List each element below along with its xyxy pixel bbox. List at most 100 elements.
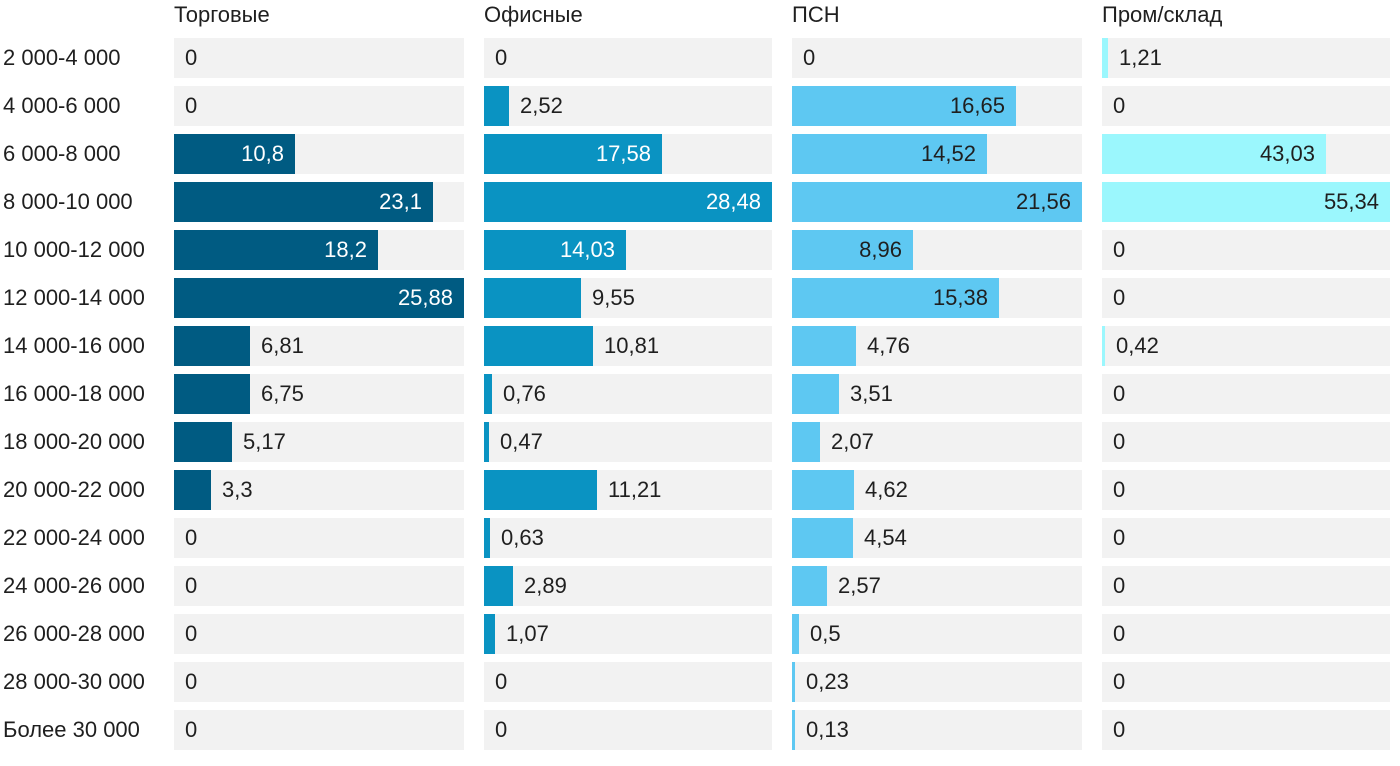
data-label: 10,8 [241, 141, 284, 166]
data-label: 15,38 [932, 285, 988, 310]
bar-track: 6,75 [174, 374, 464, 414]
row-label: 8 000-10 000 [3, 189, 133, 214]
data-label: 0,63 [501, 525, 544, 550]
data-label: 0 [495, 669, 508, 694]
data-label: 0,13 [806, 717, 849, 742]
row-label: 10 000-12 000 [3, 237, 145, 262]
data-label: 6,75 [261, 381, 304, 406]
data-label: 2,07 [831, 429, 874, 454]
bar-track: 14,52 [792, 134, 1082, 174]
bar-track: 0 [1102, 710, 1390, 750]
bar-track: 0 [1102, 278, 1390, 318]
bar [484, 566, 513, 606]
bar [484, 614, 495, 654]
data-label: 0 [185, 93, 198, 118]
data-label: 14,03 [559, 237, 615, 262]
data-label: 0 [495, 45, 508, 70]
row-label: 26 000-28 000 [3, 621, 145, 646]
data-label: 16,65 [949, 93, 1005, 118]
bar-track: 0 [1102, 374, 1390, 414]
data-label: 0 [1113, 237, 1126, 262]
data-label: 6,81 [261, 333, 304, 358]
bar-track: 1,07 [484, 614, 772, 654]
bar [484, 278, 581, 318]
bar [792, 566, 827, 606]
bar [1102, 182, 1390, 222]
data-label: 0 [1113, 621, 1126, 646]
data-label: 0 [185, 621, 198, 646]
bar-track: 0,42 [1102, 326, 1390, 366]
row-label: 16 000-18 000 [3, 381, 145, 406]
bar [792, 278, 999, 318]
bar-track: 0 [484, 38, 772, 78]
bar-track: 14,03 [484, 230, 772, 270]
data-label: 0,76 [503, 381, 546, 406]
bar-track: 18,2 [174, 230, 464, 270]
bar [792, 470, 854, 510]
bar-track: 6,81 [174, 326, 464, 366]
bar [174, 374, 250, 414]
bar-track: 4,54 [792, 518, 1082, 558]
data-label: 0 [185, 525, 198, 550]
data-label: 2,89 [524, 573, 567, 598]
data-label: 11,21 [608, 477, 662, 502]
bar [1102, 326, 1105, 366]
data-label: 0 [1113, 525, 1126, 550]
bar-track: 0 [484, 710, 772, 750]
bar-track: 0 [1102, 566, 1390, 606]
bar-track: 0 [1102, 470, 1390, 510]
bar-track: 0 [1102, 662, 1390, 702]
data-label: 18,2 [324, 237, 367, 262]
bar [792, 374, 839, 414]
bar-track: 0,5 [792, 614, 1082, 654]
bar-track: 4,62 [792, 470, 1082, 510]
data-label: 2,52 [520, 93, 563, 118]
bar-track: 0 [174, 614, 464, 654]
bar [484, 422, 489, 462]
data-label: 9,55 [592, 285, 635, 310]
bar [174, 230, 378, 270]
bar [484, 470, 597, 510]
bar-track: 10,81 [484, 326, 772, 366]
data-label: 0 [1113, 573, 1126, 598]
data-label: 2,57 [838, 573, 881, 598]
bar [792, 182, 1082, 222]
row-label: Более 30 000 [3, 717, 140, 742]
bar-track: 0,76 [484, 374, 772, 414]
data-label: 0 [185, 573, 198, 598]
series-title: Офисные [484, 2, 583, 27]
bar-track: 16,65 [792, 86, 1082, 126]
bar-track: 0 [1102, 230, 1390, 270]
data-label: 28,48 [705, 189, 761, 214]
bar-track: 2,57 [792, 566, 1082, 606]
data-label: 17,58 [595, 141, 651, 166]
bar [1102, 38, 1108, 78]
bar-track: 11,21 [484, 470, 772, 510]
data-label: 3,3 [222, 477, 253, 502]
bar-track: 0 [174, 566, 464, 606]
data-label: 21,56 [1015, 189, 1071, 214]
bar [792, 422, 820, 462]
bar-track: 5,17 [174, 422, 464, 462]
row-label: 20 000-22 000 [3, 477, 145, 502]
data-label: 0 [495, 717, 508, 742]
data-label: 1,21 [1119, 45, 1162, 70]
bar [484, 134, 662, 174]
data-label: 5,17 [243, 429, 286, 454]
bar-track: 0 [174, 86, 464, 126]
bar-track: 43,03 [1102, 134, 1390, 174]
bar [792, 518, 853, 558]
bar [792, 134, 987, 174]
row-label: 4 000-6 000 [3, 93, 121, 118]
bar-track: 21,56 [792, 182, 1082, 222]
data-label: 0 [1113, 477, 1126, 502]
data-label: 0 [1113, 429, 1126, 454]
row-label: 22 000-24 000 [3, 525, 145, 550]
bar [484, 230, 626, 270]
bar-track: 2,89 [484, 566, 772, 606]
row-label: 14 000-16 000 [3, 333, 145, 358]
data-label: 4,62 [865, 477, 908, 502]
bar-track: 0 [792, 38, 1082, 78]
bar-track: 0 [1102, 614, 1390, 654]
